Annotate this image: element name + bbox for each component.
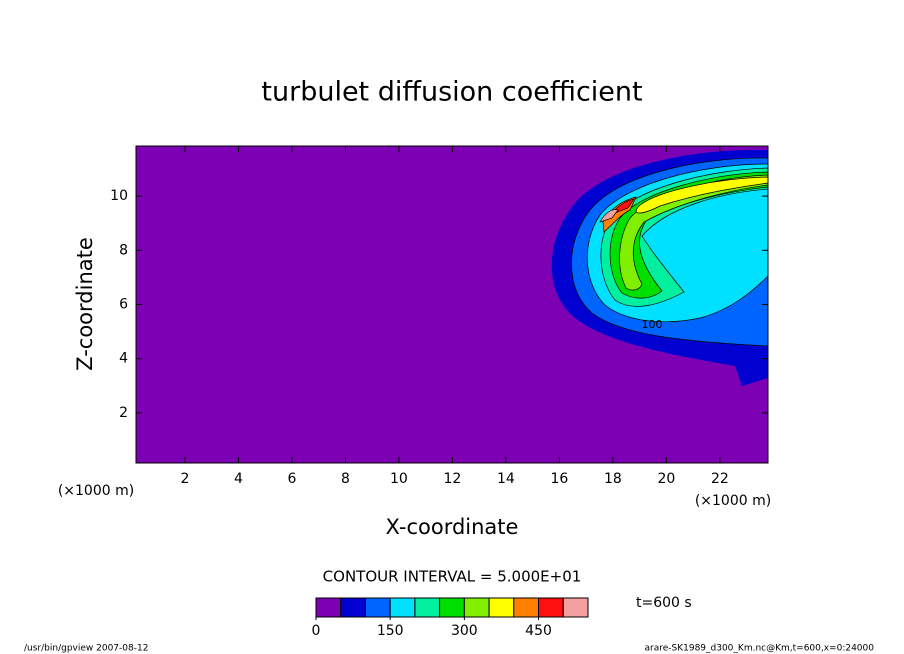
x-tick-label: 12 — [443, 471, 461, 487]
x-tick-label: 22 — [711, 471, 729, 487]
x-axis-label: X-coordinate — [386, 515, 519, 539]
x-tick-label: 2 — [180, 471, 189, 487]
x-tick-label: 20 — [657, 471, 675, 487]
x-tick-label: 6 — [287, 471, 296, 487]
x-tick-label: 16 — [550, 471, 568, 487]
colorbar-tick-label: 450 — [525, 623, 552, 639]
y-tick-label: 8 — [119, 242, 128, 258]
contour-interval: CONTOUR INTERVAL = 5.000E+01 — [323, 568, 582, 586]
x-tick-label: 14 — [497, 471, 515, 487]
x-unit: (×1000 m) — [695, 493, 771, 509]
colorbar-tick-label: 150 — [377, 623, 404, 639]
colorbar-cell — [513, 597, 540, 618]
colorbar-cell — [439, 597, 465, 618]
colorbar-tick-label: 300 — [451, 623, 478, 639]
colorbar-cell — [488, 597, 515, 618]
contour-fill — [599, 209, 619, 223]
y-tick-label: 10 — [110, 188, 128, 204]
colorbar-cell — [389, 597, 416, 618]
contour-label: 100 — [642, 318, 663, 331]
colorbar-cell — [463, 597, 490, 618]
y-tick-label: 4 — [119, 351, 128, 367]
x-tick-label: 18 — [604, 471, 622, 487]
colorbar-cell — [364, 597, 391, 618]
colorbar-cell — [340, 597, 366, 618]
colorbar-cell — [414, 597, 441, 618]
y-tick-label: 6 — [119, 297, 128, 313]
chart-title: turbulet diffusion coefficient — [261, 77, 642, 108]
time-label: t=600 s — [636, 595, 692, 611]
x-tick-label: 8 — [341, 471, 350, 487]
footer-left: /usr/bin/gpview 2007-08-12 — [24, 644, 148, 654]
colorbar-cell — [562, 597, 589, 618]
colorbar-tick-label: 0 — [312, 623, 321, 639]
y-tick-label: 2 — [119, 405, 128, 421]
contour-fill — [635, 176, 769, 214]
colorbar-cell — [538, 597, 564, 618]
colorbar-cell — [315, 597, 342, 618]
y-unit: (×1000 m) — [58, 483, 134, 499]
footer-right: arare-SK1989_d300_Km.nc@Km,t=600,x=0:240… — [644, 644, 874, 654]
x-tick-label: 10 — [390, 471, 408, 487]
x-tick-label: 4 — [234, 471, 243, 487]
y-axis-label: Z-coordinate — [73, 237, 97, 371]
